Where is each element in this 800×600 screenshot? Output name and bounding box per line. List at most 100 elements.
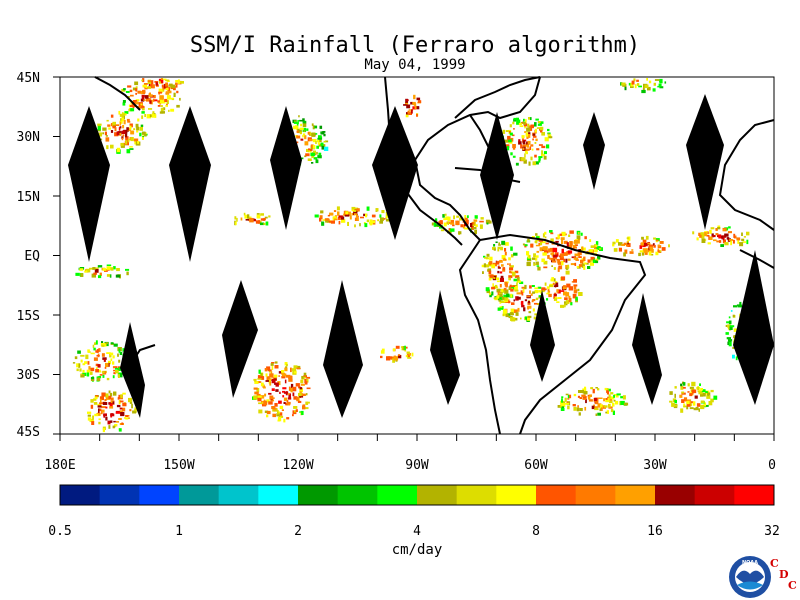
rain-cell — [504, 251, 507, 256]
rain-cell — [284, 379, 287, 384]
rain-cell — [288, 386, 291, 391]
rain-cell — [538, 157, 541, 161]
rain-cell — [541, 290, 545, 293]
rain-cell — [623, 242, 627, 245]
rain-cell — [535, 297, 539, 301]
rain-cell — [566, 401, 569, 404]
rain-cell — [235, 221, 237, 226]
rain-cell — [318, 143, 322, 147]
rain-cell — [717, 227, 721, 230]
rain-cell — [109, 403, 113, 408]
rain-cell — [509, 132, 513, 136]
rain-cell — [513, 309, 518, 313]
rain-cell — [573, 406, 577, 411]
rain-cell — [503, 257, 505, 261]
rain-cell — [544, 288, 547, 291]
rain-cell — [535, 240, 538, 244]
rain-cell — [105, 342, 109, 345]
colorbar-tick-1: 1 — [175, 524, 183, 539]
rain-cell — [733, 328, 737, 332]
rain-cell — [578, 264, 583, 267]
colorbar-swatch — [734, 485, 775, 505]
lat-label-30s: 30S — [17, 368, 40, 383]
rain-cell — [674, 386, 677, 389]
rain-cell — [574, 253, 579, 257]
rain-cell — [516, 296, 521, 300]
rain-cell — [278, 371, 283, 374]
rain-cell — [405, 346, 408, 349]
rain-cell — [125, 417, 129, 420]
rain-cell — [116, 274, 121, 277]
rain-cell — [273, 407, 277, 411]
rain-cell — [319, 215, 323, 220]
rain-cell — [681, 392, 686, 395]
rain-cell — [724, 242, 729, 246]
rain-cell — [561, 260, 564, 266]
rain-cell — [290, 367, 292, 373]
rain-cell — [492, 283, 494, 288]
rain-cell — [536, 127, 541, 129]
rain-cell — [681, 391, 685, 394]
rain-cell — [527, 238, 530, 243]
rain-cell — [527, 132, 531, 136]
rain-cell — [406, 351, 410, 354]
rain-cell — [163, 78, 167, 81]
rain-cell — [510, 308, 515, 313]
rain-cell — [102, 127, 107, 131]
rain-cell — [585, 263, 589, 265]
rain-cell — [105, 396, 110, 400]
rain-cell — [132, 100, 138, 104]
rain-cell — [648, 251, 652, 256]
rain-cell — [613, 248, 618, 252]
rain-cell — [270, 399, 274, 402]
rain-cell — [258, 376, 263, 380]
rain-cell — [524, 153, 526, 158]
rain-cell — [499, 288, 502, 291]
rain-cell — [576, 407, 580, 412]
colorbar-swatch — [575, 485, 616, 505]
orbit-gap — [372, 106, 418, 240]
rain-cell — [312, 145, 316, 149]
rain-cell — [120, 142, 124, 147]
rain-cell — [525, 119, 527, 124]
rain-cell — [279, 391, 281, 394]
rain-cell — [122, 100, 126, 103]
rain-cell — [627, 243, 631, 247]
colorbar-swatch — [456, 485, 497, 505]
rain-cell — [260, 395, 265, 399]
rain-cell — [293, 396, 298, 400]
rain-cell — [311, 162, 314, 164]
rain-cell — [266, 410, 271, 415]
rain-cell — [732, 239, 735, 244]
rain-cell — [657, 245, 662, 249]
rain-cell — [101, 406, 106, 409]
rain-cell — [520, 144, 523, 149]
rain-cell — [722, 239, 726, 244]
rain-cell — [530, 144, 534, 147]
rain-cell — [464, 227, 469, 230]
rain-cell — [119, 407, 123, 410]
rain-cell — [320, 210, 324, 214]
rain-cell — [646, 78, 648, 81]
rain-cell — [165, 91, 170, 95]
rain-cell — [142, 89, 146, 94]
rain-cell — [79, 268, 84, 271]
rain-cell — [534, 302, 538, 305]
rain-cell — [299, 391, 302, 394]
rain-cell — [327, 214, 330, 217]
rain-cell — [528, 255, 531, 258]
rain-cell — [489, 261, 493, 265]
rain-cell — [129, 146, 133, 148]
colorbar-swatch — [417, 485, 458, 505]
rain-cell — [105, 416, 108, 421]
rain-cell — [141, 111, 145, 114]
rain-cell — [508, 257, 511, 261]
rain-cell — [529, 290, 531, 294]
rain-cell — [524, 284, 527, 289]
rain-cell — [583, 265, 586, 270]
rain-cell — [133, 138, 139, 142]
rain-cell — [590, 387, 594, 390]
rain-cell — [741, 238, 745, 242]
rain-cell — [674, 393, 676, 398]
rain-cell — [508, 315, 513, 319]
